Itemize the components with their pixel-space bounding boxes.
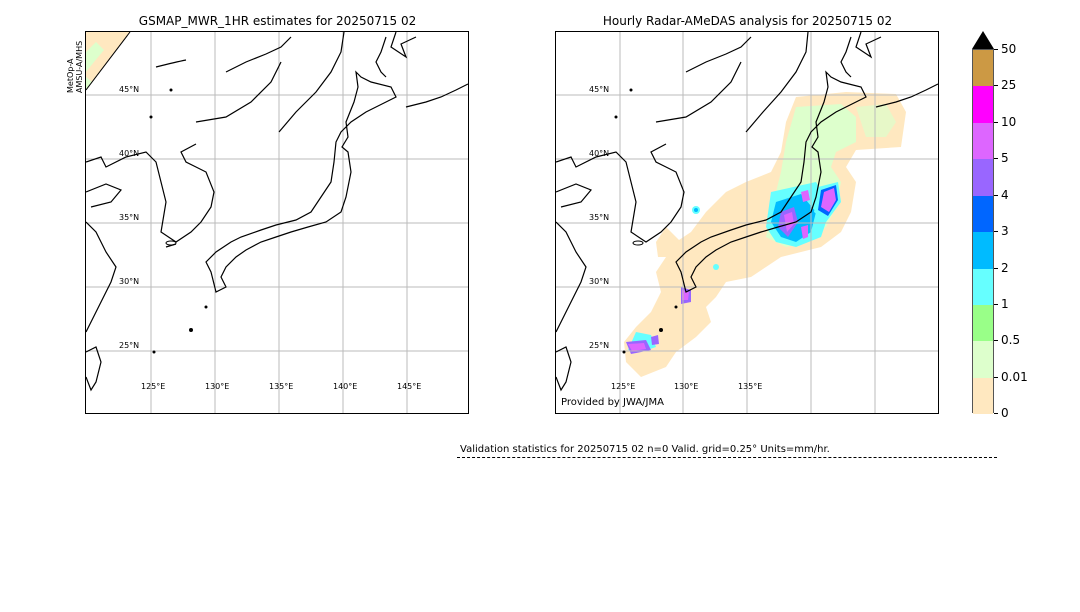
colorbar-segment-10-25 [973, 86, 993, 123]
colorbar-segment-0.5-1 [973, 305, 993, 341]
right-lon-label-125: 125°E [611, 382, 636, 391]
colorbar-label: 4 [1001, 188, 1009, 202]
right-lat-label-30: 30°N [589, 277, 610, 286]
colorbar-label: 25 [1001, 78, 1017, 92]
colorbar-label: 3 [1001, 224, 1009, 238]
colorbar-label: 2 [1001, 261, 1009, 275]
colorbar-tick [994, 195, 998, 196]
left-lat-label-45: 45°N [119, 85, 140, 94]
right-lon-label-130: 130°E [674, 382, 699, 391]
colorbar-tick [994, 122, 998, 123]
right-lat-label-25: 25°N [589, 341, 610, 350]
right-lat-label-45: 45°N [589, 85, 610, 94]
colorbar-segment-2-3 [973, 232, 993, 269]
left-map-canvas [86, 32, 468, 413]
colorbar-segment-1-2 [973, 269, 993, 305]
left-lon-label-125: 125°E [141, 382, 166, 391]
colorbar-segment-0-0.01 [973, 378, 993, 414]
colorbar-tick [994, 340, 998, 341]
colorbar-tick [994, 304, 998, 305]
colorbar-label: 0 [1001, 406, 1009, 420]
left-map [85, 31, 469, 414]
left-lat-label-35: 35°N [119, 213, 140, 222]
validation-statistics: Validation statistics for 20250715 02 n=… [460, 444, 830, 455]
colorbar-segment-0.01-0.5 [973, 341, 993, 378]
sensor-name: AMSU-A/MHS [75, 40, 84, 93]
left-lat-label-30: 30°N [119, 277, 140, 286]
colorbar-tick [994, 268, 998, 269]
colorbar-tick [994, 231, 998, 232]
colorbar [972, 49, 994, 414]
colorbar-tick [994, 85, 998, 86]
left-lat-label-40: 40°N [119, 149, 140, 158]
colorbar-label: 5 [1001, 151, 1009, 165]
colorbar-segment-3-4 [973, 196, 993, 232]
right-lon-label-135: 135°E [738, 382, 763, 391]
left-map-title: GSMAP_MWR_1HR estimates for 20250715 02 [138, 14, 417, 28]
colorbar-label: 0.01 [1001, 370, 1028, 384]
left-lon-label-135: 135°E [269, 382, 294, 391]
satellite-label: MetOp-A AMSU-A/MHS [66, 41, 84, 93]
colorbar-tick [994, 49, 998, 50]
colorbar-extend-arrow [972, 31, 994, 49]
left-lon-label-130: 130°E [205, 382, 230, 391]
right-map [555, 31, 939, 414]
colorbar-segment-25-50 [973, 50, 993, 86]
colorbar-label: 50 [1001, 42, 1017, 56]
colorbar-segment-4-5 [973, 159, 993, 196]
data-credit: Provided by JWA/JMA [561, 397, 664, 408]
colorbar-label: 1 [1001, 297, 1009, 311]
right-map-canvas [556, 32, 938, 413]
colorbar-label: 0.5 [1001, 333, 1021, 347]
colorbar-segment-5-10 [973, 123, 993, 159]
validation-divider [457, 457, 997, 458]
left-lon-label-145: 145°E [397, 382, 422, 391]
right-map-title: Hourly Radar-AMeDAS analysis for 2025071… [602, 14, 893, 28]
right-lat-label-40: 40°N [589, 149, 610, 158]
left-lat-label-25: 25°N [119, 341, 140, 350]
colorbar-tick [994, 377, 998, 378]
left-lon-label-140: 140°E [333, 382, 358, 391]
colorbar-tick [994, 158, 998, 159]
right-lat-label-35: 35°N [589, 213, 610, 222]
satellite-name: MetOp-A [66, 58, 75, 93]
colorbar-label: 10 [1001, 115, 1017, 129]
colorbar-tick [994, 413, 998, 414]
